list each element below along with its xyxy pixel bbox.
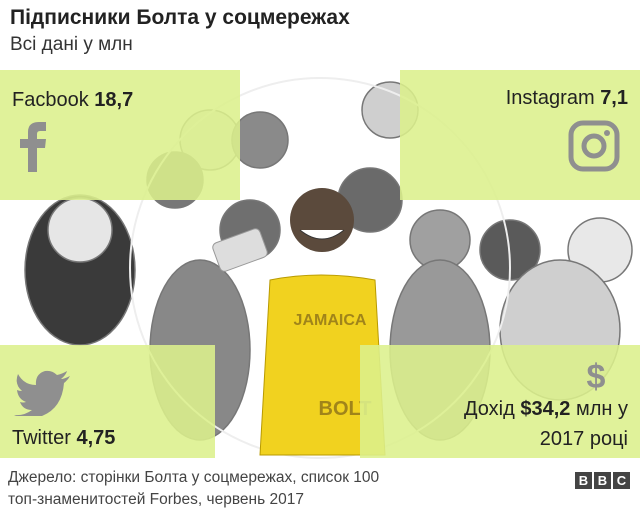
label-value: 18,7 xyxy=(94,89,134,111)
logo-letter: B xyxy=(575,472,592,489)
subtitle: Всі дані у млн xyxy=(10,34,133,55)
instagram-panel xyxy=(400,70,640,200)
label-value: $34,2 xyxy=(520,398,571,420)
label-suffix: млн у xyxy=(575,398,628,420)
title: Підписники Болта у соцмережах xyxy=(10,6,350,29)
label-text: Instagram xyxy=(505,87,595,109)
twitter-icon xyxy=(14,370,70,416)
instagram-icon xyxy=(568,120,620,172)
income-panel xyxy=(360,345,640,458)
label-value: 7,1 xyxy=(600,87,628,109)
dollar-icon: $ xyxy=(587,358,606,394)
instagram-label: Instagram 7,1 xyxy=(506,87,628,110)
source-line: Джерело: сторінки Болта у соцмережах, сп… xyxy=(8,469,380,486)
logo-letter: B xyxy=(594,472,611,489)
facebook-label: Facbook 18,7 xyxy=(12,89,133,112)
svg-text:$: $ xyxy=(587,358,606,394)
twitter-label: Twitter 4,75 xyxy=(12,427,115,450)
source-line: топ-знаменитостей Forbes, червень 2017 xyxy=(8,491,304,508)
label-value: 4,75 xyxy=(76,427,116,449)
label-text: Дохід xyxy=(464,398,515,420)
svg-text:JAMAICA: JAMAICA xyxy=(294,312,367,329)
bbc-logo: B B C xyxy=(575,472,630,489)
income-label-line2: 2017 році xyxy=(539,428,628,450)
income-label: Дохід $34,2 млн у xyxy=(464,398,628,421)
facebook-icon xyxy=(20,122,46,172)
logo-letter: C xyxy=(613,472,630,489)
label-text: Facbook xyxy=(12,89,89,111)
facebook-panel xyxy=(0,70,240,200)
label-text: Twitter xyxy=(12,427,71,449)
svg-text:BOLT: BOLT xyxy=(319,398,372,420)
